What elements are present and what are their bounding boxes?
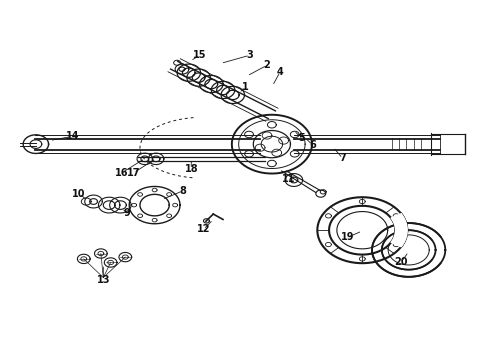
Text: 15: 15	[193, 50, 207, 60]
Text: 5: 5	[298, 133, 305, 143]
Text: 6: 6	[309, 140, 316, 150]
Text: 8: 8	[179, 186, 186, 196]
Polygon shape	[391, 214, 407, 247]
Text: 4: 4	[277, 67, 284, 77]
Text: 2: 2	[264, 60, 270, 70]
Text: 18: 18	[184, 164, 198, 174]
Text: 14: 14	[66, 131, 80, 141]
Text: 16: 16	[115, 168, 128, 178]
Text: 7: 7	[340, 153, 346, 163]
Text: 11: 11	[282, 174, 296, 184]
Text: 10: 10	[72, 189, 86, 199]
Text: 12: 12	[196, 225, 210, 234]
Text: 1: 1	[242, 82, 248, 92]
Text: 19: 19	[341, 232, 354, 242]
Text: 20: 20	[394, 257, 408, 267]
Text: 9: 9	[123, 208, 130, 218]
Text: 3: 3	[246, 50, 253, 60]
Text: 13: 13	[97, 275, 110, 285]
Text: 17: 17	[127, 168, 140, 178]
